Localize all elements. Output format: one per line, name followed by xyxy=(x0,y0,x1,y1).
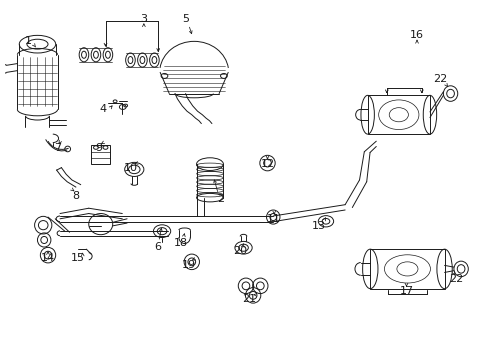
Text: 18: 18 xyxy=(174,238,188,248)
Text: 13: 13 xyxy=(311,221,325,231)
Text: 1: 1 xyxy=(24,36,31,46)
Text: 22: 22 xyxy=(448,274,463,284)
Text: 3: 3 xyxy=(140,14,147,24)
Text: 9: 9 xyxy=(95,143,102,153)
Text: 20: 20 xyxy=(232,246,246,256)
Text: 21: 21 xyxy=(242,294,256,304)
Text: 4: 4 xyxy=(100,104,106,114)
Text: 19: 19 xyxy=(182,260,196,270)
Bar xyxy=(367,95,429,134)
Text: 16: 16 xyxy=(409,30,423,40)
Text: 14: 14 xyxy=(41,253,55,263)
Text: 5: 5 xyxy=(182,14,189,24)
Text: 10: 10 xyxy=(123,163,137,173)
Text: 11: 11 xyxy=(266,214,281,224)
Text: 12: 12 xyxy=(260,159,274,169)
Text: 22: 22 xyxy=(432,75,446,85)
Text: 17: 17 xyxy=(399,286,413,296)
Text: 6: 6 xyxy=(153,242,161,252)
Text: 7: 7 xyxy=(54,143,61,153)
Text: 8: 8 xyxy=(72,191,79,201)
Bar xyxy=(369,249,444,289)
Bar xyxy=(91,145,110,165)
Text: 2: 2 xyxy=(217,194,224,204)
Text: 15: 15 xyxy=(71,253,84,263)
